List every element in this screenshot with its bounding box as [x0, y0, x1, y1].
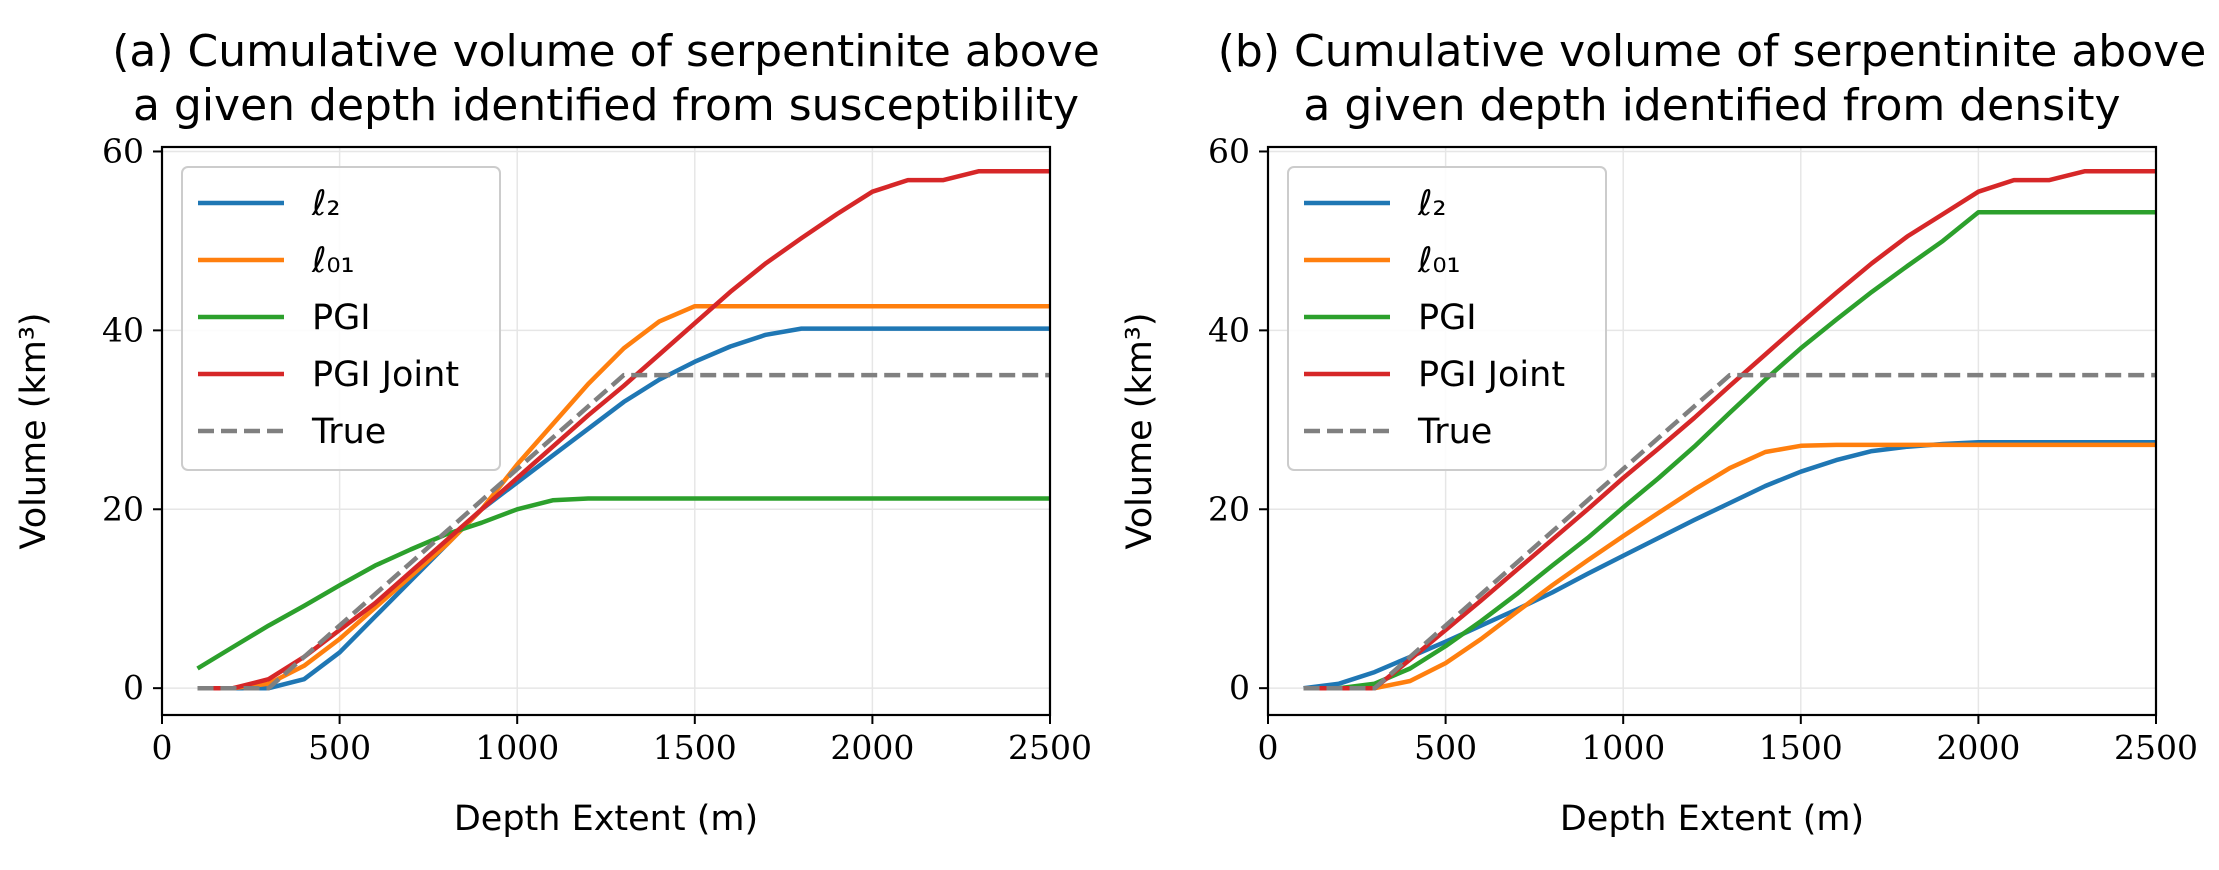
legend: ℓ₂ ℓ₀₁ PGI PGI Joint True [181, 166, 501, 471]
x-tick-label: 2000 [830, 728, 914, 767]
y-axis-label: Volume (km³) [1120, 312, 1160, 549]
y-tick-label: 40 [1208, 310, 1250, 349]
legend-label-1: ℓ₀₁ [1417, 241, 1461, 281]
y-tick-label: 20 [102, 489, 144, 528]
x-tick-label: 2000 [1936, 728, 2020, 767]
y-tick-label: 60 [1208, 131, 1250, 170]
legend-label-3: PGI Joint [312, 355, 459, 395]
y-tick-label: 20 [1208, 489, 1250, 528]
x-tick-label: 0 [152, 728, 173, 767]
legend-label-0: ℓ₂ [1417, 184, 1447, 224]
x-tick-label: 2500 [2114, 728, 2198, 767]
series-line-0 [197, 326, 1050, 691]
legend-box [1287, 166, 1607, 471]
series-line-3 [1303, 168, 2156, 691]
y-axis-label: Volume (km³) [14, 312, 54, 549]
y-tick-label: 0 [123, 668, 144, 707]
legend-label-4: True [311, 412, 386, 452]
chart-title-line2: a given depth identified from susceptibi… [133, 80, 1079, 131]
x-axis-label: Depth Extent (m) [1560, 799, 1864, 839]
series-line-2 [1303, 210, 2156, 691]
series-line-4 [197, 372, 1050, 691]
legend-label-0: ℓ₂ [311, 184, 341, 224]
chart-title-line1: (b) Cumulative volume of serpentinite ab… [1218, 26, 2207, 77]
legend: ℓ₂ ℓ₀₁ PGI PGI Joint True [1287, 166, 1607, 471]
x-tick-label: 500 [308, 728, 371, 767]
x-tick-label: 1000 [475, 728, 559, 767]
chart-panel-a: (a) Cumulative volume of serpentinite ab… [14, 26, 1100, 839]
legend-label-2: PGI [1418, 298, 1477, 338]
y-tick-label: 0 [1229, 668, 1250, 707]
x-tick-label: 500 [1414, 728, 1477, 767]
y-tick-label: 60 [102, 131, 144, 170]
series-line-2 [196, 496, 1050, 671]
series-line-4 [1303, 372, 2156, 691]
chart-title-line2: a given depth identified from density [1303, 80, 2120, 131]
legend-label-1: ℓ₀₁ [311, 241, 355, 281]
x-tick-label: 1000 [1581, 728, 1665, 767]
x-tick-label: 0 [1258, 728, 1279, 767]
series-line-0 [1303, 439, 2156, 691]
x-axis-label: Depth Extent (m) [454, 799, 758, 839]
series-line-3 [197, 168, 1050, 691]
plot-frame [160, 145, 1052, 717]
chart-panel-b: (b) Cumulative volume of serpentinite ab… [1120, 26, 2206, 839]
chart-title-line1: (a) Cumulative volume of serpentinite ab… [112, 26, 1100, 77]
series-line-1 [197, 303, 1050, 691]
x-tick-label: 1500 [653, 728, 737, 767]
legend-label-4: True [1417, 412, 1492, 452]
plot-frame [1266, 145, 2158, 717]
y-tick-label: 40 [102, 310, 144, 349]
x-tick-label: 1500 [1759, 728, 1843, 767]
legend-label-2: PGI [312, 298, 371, 338]
legend-label-3: PGI Joint [1418, 355, 1565, 395]
series-line-1 [1303, 442, 2156, 691]
x-tick-label: 2500 [1008, 728, 1092, 767]
legend-box [181, 166, 501, 471]
